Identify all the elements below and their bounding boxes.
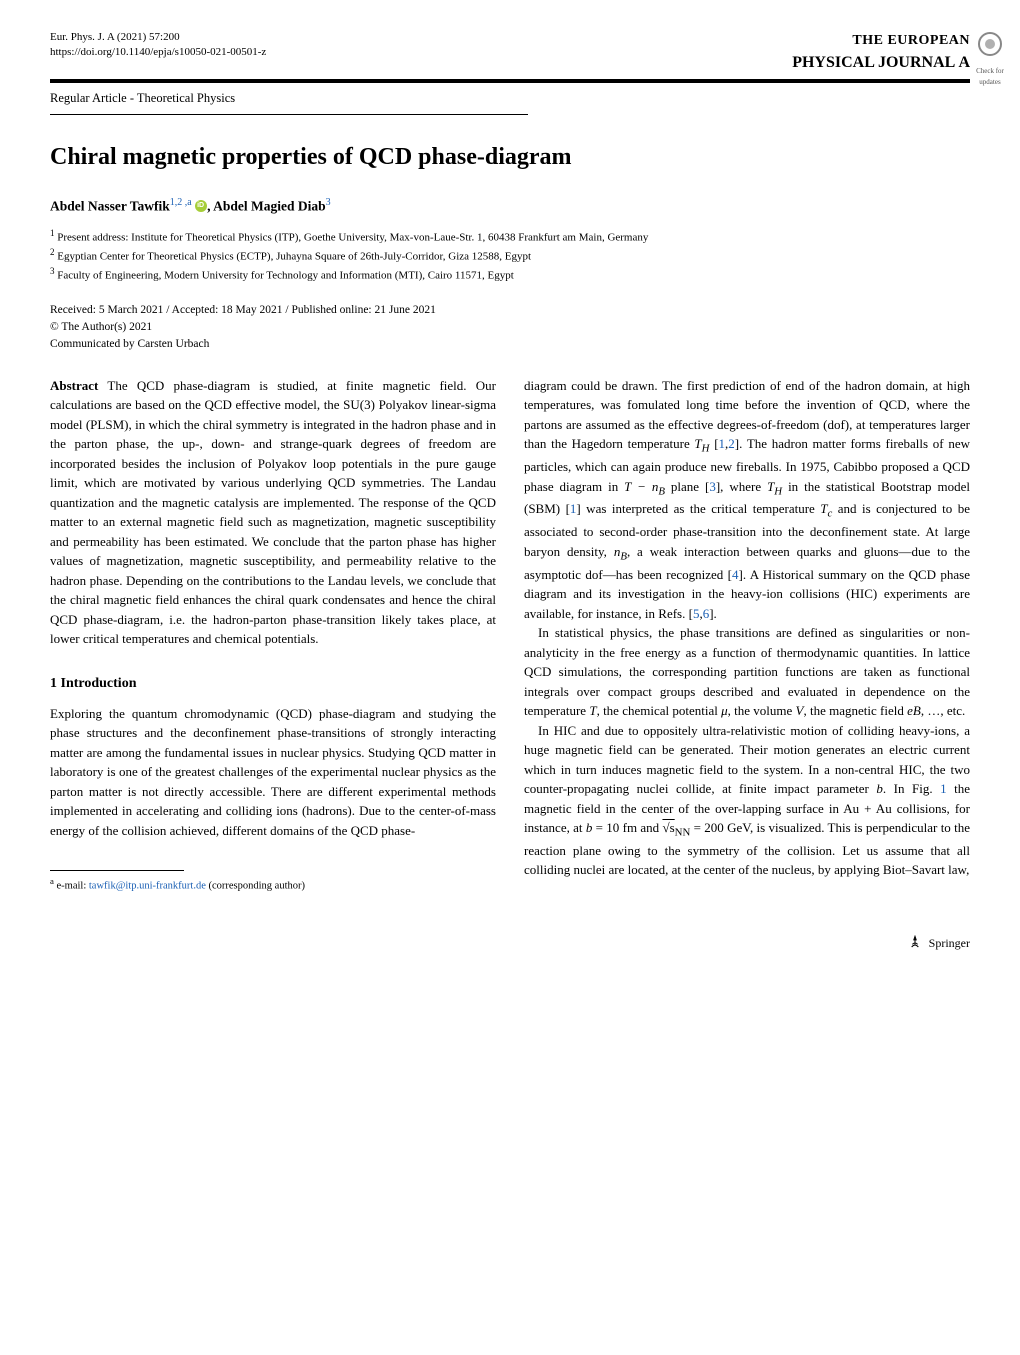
publication-dates: Received: 5 March 2021 / Accepted: 18 Ma…	[50, 302, 970, 354]
journal-name-bottom-a: PHYSICAL JOURNAL	[792, 54, 955, 71]
txt: plane [	[665, 479, 709, 494]
check-updates-badge[interactable]: Check for updates	[972, 30, 1008, 74]
var-TnB: T − n	[624, 479, 658, 494]
var-eB: eB	[907, 703, 921, 718]
footnote-label: e-mail:	[54, 881, 89, 892]
page-header: Eur. Phys. J. A (2021) 57:200 https://do…	[50, 30, 970, 75]
txt: . In Fig.	[883, 781, 940, 796]
var-sqrtsnn: √s	[662, 820, 674, 835]
corresponding-footnote: a e-mail: tawfik@itp.uni-frankfurt.de (c…	[50, 875, 496, 894]
orcid-icon[interactable]	[195, 200, 207, 212]
doi-link[interactable]: https://doi.org/10.1140/epja/s10050-021-…	[50, 45, 266, 60]
author-sup-1[interactable]: 1,2 ,a	[170, 197, 192, 208]
txt: ] was interpreted as the critical temper…	[576, 501, 820, 516]
affiliation-2: Egyptian Center for Theoretical Physics …	[57, 250, 531, 262]
sub-B: B	[658, 485, 665, 497]
sub-H2: H	[774, 485, 782, 497]
page-footer: Springer	[50, 934, 970, 952]
corresponding-email[interactable]: tawfik@itp.uni-frankfurt.de	[89, 881, 206, 892]
sub-B2: B	[620, 550, 627, 562]
journal-name: THE EUROPEAN PHYSICAL JOURNAL A	[792, 30, 970, 75]
txt: = 10 fm and	[592, 820, 662, 835]
copyright: © The Author(s) 2021	[50, 319, 970, 336]
txt: , the magnetic field	[803, 703, 907, 718]
received-accepted: Received: 5 March 2021 / Accepted: 18 Ma…	[50, 302, 970, 319]
journal-name-bottom-b: A	[955, 54, 970, 71]
journal-citation: Eur. Phys. J. A (2021) 57:200 https://do…	[50, 30, 266, 61]
footnote-rule	[50, 870, 184, 871]
author-list: Abdel Nasser Tawfik1,2 ,a , Abdel Magied…	[50, 195, 970, 217]
header-rule	[50, 79, 970, 83]
txt: [	[709, 436, 718, 451]
affiliation-1: Present address: Institute for Theoretic…	[57, 231, 648, 243]
col2-p3: In HIC and due to oppositely ultra-relat…	[524, 721, 970, 880]
publisher-name: Springer	[929, 934, 970, 952]
footnote-tail: (corresponding author)	[206, 881, 305, 892]
article-type: Regular Article - Theoretical Physics	[50, 89, 970, 108]
txt: ].	[709, 606, 717, 621]
txt: ], where	[716, 479, 767, 494]
txt: , …, etc.	[921, 703, 965, 718]
abstract: Abstract The QCD phase-diagram is studie…	[50, 376, 496, 649]
section-1-heading: 1 Introduction	[50, 673, 496, 694]
txt: , the chemical potential	[597, 703, 722, 718]
intro-p1: Exploring the quantum chromodynamic (QCD…	[50, 704, 496, 841]
journal-name-top: THE EUROPEAN	[792, 30, 970, 51]
author-name-2: , Abdel Magied Diab	[207, 198, 326, 213]
author-name-1: Abdel Nasser Tawfik	[50, 198, 170, 213]
communicated-by: Communicated by Carsten Urbach	[50, 336, 970, 353]
journal-ref: Eur. Phys. J. A (2021) 57:200	[50, 30, 266, 45]
abstract-label: Abstract	[50, 378, 98, 393]
affiliation-3: Faculty of Engineering, Modern Universit…	[57, 269, 514, 281]
var-T3: T	[589, 703, 596, 718]
body-columns: Abstract The QCD phase-diagram is studie…	[50, 376, 970, 895]
var-T: T	[694, 436, 701, 451]
col2-p1: diagram could be drawn. The first predic…	[524, 376, 970, 623]
article-title: Chiral magnetic properties of QCD phase-…	[50, 139, 970, 175]
affiliations: 1 Present address: Institute for Theoret…	[50, 227, 970, 284]
section-rule	[50, 114, 528, 115]
abstract-text: The QCD phase-diagram is studied, at fin…	[50, 378, 496, 647]
txt: , the volume	[728, 703, 796, 718]
sub-NN: NN	[675, 827, 691, 839]
badge-text: Check for updates	[976, 67, 1004, 86]
author-sup-2[interactable]: 3	[326, 197, 331, 208]
col2-p2: In statistical physics, the phase transi…	[524, 623, 970, 721]
springer-icon	[907, 935, 923, 951]
